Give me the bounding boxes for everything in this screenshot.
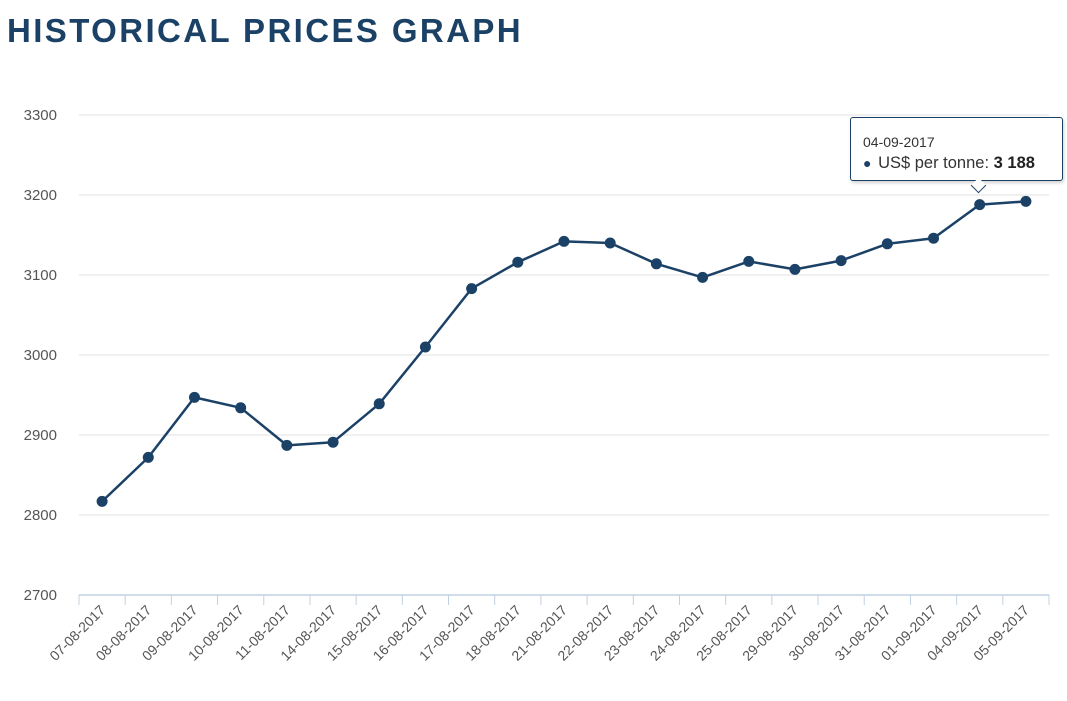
data-point[interactable]: [697, 271, 709, 283]
y-tick-label: 2700: [24, 587, 57, 604]
data-point[interactable]: [188, 391, 200, 403]
data-point[interactable]: [743, 255, 755, 267]
gridlines: [79, 114, 1049, 516]
data-point[interactable]: [558, 235, 570, 247]
y-tick-label: 3100: [24, 267, 57, 284]
data-point[interactable]: [604, 237, 616, 249]
data-point[interactable]: [789, 263, 801, 275]
data-point[interactable]: [881, 238, 893, 250]
tooltip-series-line: ● US$ per tonne: 3 188: [863, 154, 1035, 173]
tooltip-value: 3 188: [993, 154, 1035, 172]
data-point[interactable]: [373, 398, 385, 410]
tooltip-series-label: US$ per tonne:: [878, 154, 990, 172]
data-point[interactable]: [928, 232, 940, 244]
data-point[interactable]: [96, 495, 108, 507]
data-point[interactable]: [512, 256, 524, 268]
page-title: HISTORICAL PRICES GRAPH: [7, 12, 524, 49]
data-point[interactable]: [419, 341, 431, 353]
data-point[interactable]: [235, 402, 247, 414]
data-point[interactable]: [1020, 195, 1032, 207]
y-tick-label: 2900: [24, 427, 57, 444]
data-point[interactable]: [327, 436, 339, 448]
x-axis: 07-08-201708-08-201709-08-201710-08-2017…: [46, 594, 1050, 664]
y-axis: 2700 2800 2900 3000 3100 3200 3300: [24, 107, 57, 604]
data-point[interactable]: [650, 258, 662, 270]
tooltip-date: 04-09-2017: [863, 134, 935, 150]
series-us-per-tonne[interactable]: [96, 195, 1032, 507]
data-point[interactable]: [466, 283, 478, 295]
data-point[interactable]: [281, 439, 293, 451]
data-tooltip: 04-09-2017 ● US$ per tonne: 3 188: [850, 117, 1063, 194]
y-tick-label: 2800: [24, 507, 57, 524]
y-tick-label: 3000: [24, 347, 57, 364]
data-point[interactable]: [835, 255, 847, 267]
data-point[interactable]: [142, 451, 154, 463]
series-dot-icon: ●: [863, 155, 872, 171]
y-tick-label: 3200: [24, 187, 57, 204]
y-tick-label: 3300: [24, 107, 57, 124]
data-point[interactable]: [974, 199, 986, 211]
